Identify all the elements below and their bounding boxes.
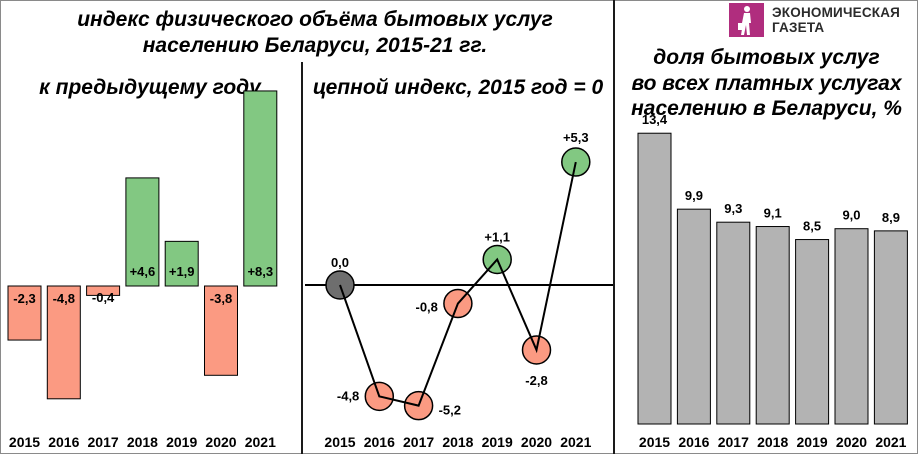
logo: ЭКОНОМИЧЕСКАЯ ГАЗЕТА	[729, 3, 900, 37]
bar-value-label: 8,5	[803, 219, 821, 234]
bar-left-2019	[164, 240, 199, 287]
bar-left-2016	[46, 285, 81, 400]
main-title-line1: индекс физического объёма бытовых услуг	[77, 8, 553, 31]
x-axis-label: 2019	[797, 434, 828, 450]
point-value-label: -0,8	[415, 300, 437, 315]
x-axis-label: 2017	[403, 434, 434, 450]
bar-value-label: +1,9	[169, 264, 195, 279]
x-axis-label: 2017	[88, 434, 119, 450]
walking-person-icon	[729, 3, 764, 37]
x-axis-label: 2018	[757, 434, 788, 450]
logo-line2: ГАЗЕТА	[772, 20, 825, 35]
right-title-line1: доля бытовых услуг	[653, 46, 880, 69]
left-subtitle: к предыдущему году	[39, 76, 261, 99]
x-axis-label: 2021	[560, 434, 591, 450]
point-value-label: +5,3	[563, 130, 589, 145]
bar-value-label: 9,1	[764, 206, 782, 221]
x-axis-label: 2019	[482, 434, 513, 450]
bar-value-label: -4,8	[53, 291, 75, 306]
x-axis-label: 2019	[166, 434, 197, 450]
x-axis-label: 2016	[364, 434, 395, 450]
bar-value-label: 9,0	[842, 208, 860, 223]
bar-right-2020	[834, 228, 869, 425]
bar-left-2015	[7, 285, 42, 341]
x-axis-label: 2015	[639, 434, 670, 450]
point-value-label: -5,2	[439, 403, 461, 418]
x-axis-label: 2020	[836, 434, 867, 450]
x-axis-label: 2021	[245, 434, 276, 450]
bar-right-2018	[755, 226, 790, 425]
point-value-label: -4,8	[337, 388, 359, 403]
bar-value-label: +8,3	[247, 264, 273, 279]
logo-line1: ЭКОНОМИЧЕСКАЯ	[772, 5, 901, 20]
x-axis-label: 2015	[9, 434, 40, 450]
bar-value-label: 8,9	[882, 210, 900, 225]
bar-value-label: 9,9	[685, 188, 703, 203]
bar-left-2021	[243, 90, 278, 287]
bar-left-2020	[204, 285, 238, 376]
bar-right-2017	[716, 221, 751, 425]
x-axis-label: 2015	[324, 434, 355, 450]
middle-subtitle: цепной индекс, 2015 год = 0	[312, 76, 604, 99]
bar-right-2016	[676, 208, 711, 425]
bar-right-2021	[873, 230, 908, 425]
main-title-line2: населению Беларуси, 2015-21 гг.	[142, 34, 488, 57]
bar-value-label: +4,6	[130, 264, 156, 279]
point-value-label: -2,8	[525, 373, 547, 388]
bar-value-label: -3,8	[210, 291, 232, 306]
divider-middle-right	[613, 0, 615, 454]
right-title-line3: населению в Беларуси, %	[631, 97, 902, 120]
right-title-line2: во всех платных услугах	[631, 72, 902, 95]
point-value-label: 0,0	[331, 255, 349, 270]
bar-right-2019	[795, 239, 830, 425]
x-axis-label: 2016	[678, 434, 709, 450]
x-axis-label: 2020	[205, 434, 236, 450]
bar-value-label: -0,4	[92, 290, 115, 305]
x-axis-label: 2020	[521, 434, 552, 450]
x-axis-label: 2018	[442, 434, 473, 450]
x-axis-label: 2016	[48, 434, 79, 450]
divider-left-middle	[301, 62, 303, 454]
bar-left-2017	[86, 285, 121, 296]
x-axis-label: 2021	[875, 434, 906, 450]
x-axis-label: 2018	[127, 434, 158, 450]
point-value-label: +1,1	[484, 229, 510, 244]
x-axis-label: 2017	[718, 434, 749, 450]
bar-left-2018	[125, 177, 160, 287]
index-line	[339, 161, 577, 407]
bar-right-2015	[637, 132, 672, 425]
bar-value-label: -2,3	[13, 291, 35, 306]
bar-value-label: 9,3	[724, 201, 742, 216]
bar-value-label: 13,4	[642, 112, 668, 127]
